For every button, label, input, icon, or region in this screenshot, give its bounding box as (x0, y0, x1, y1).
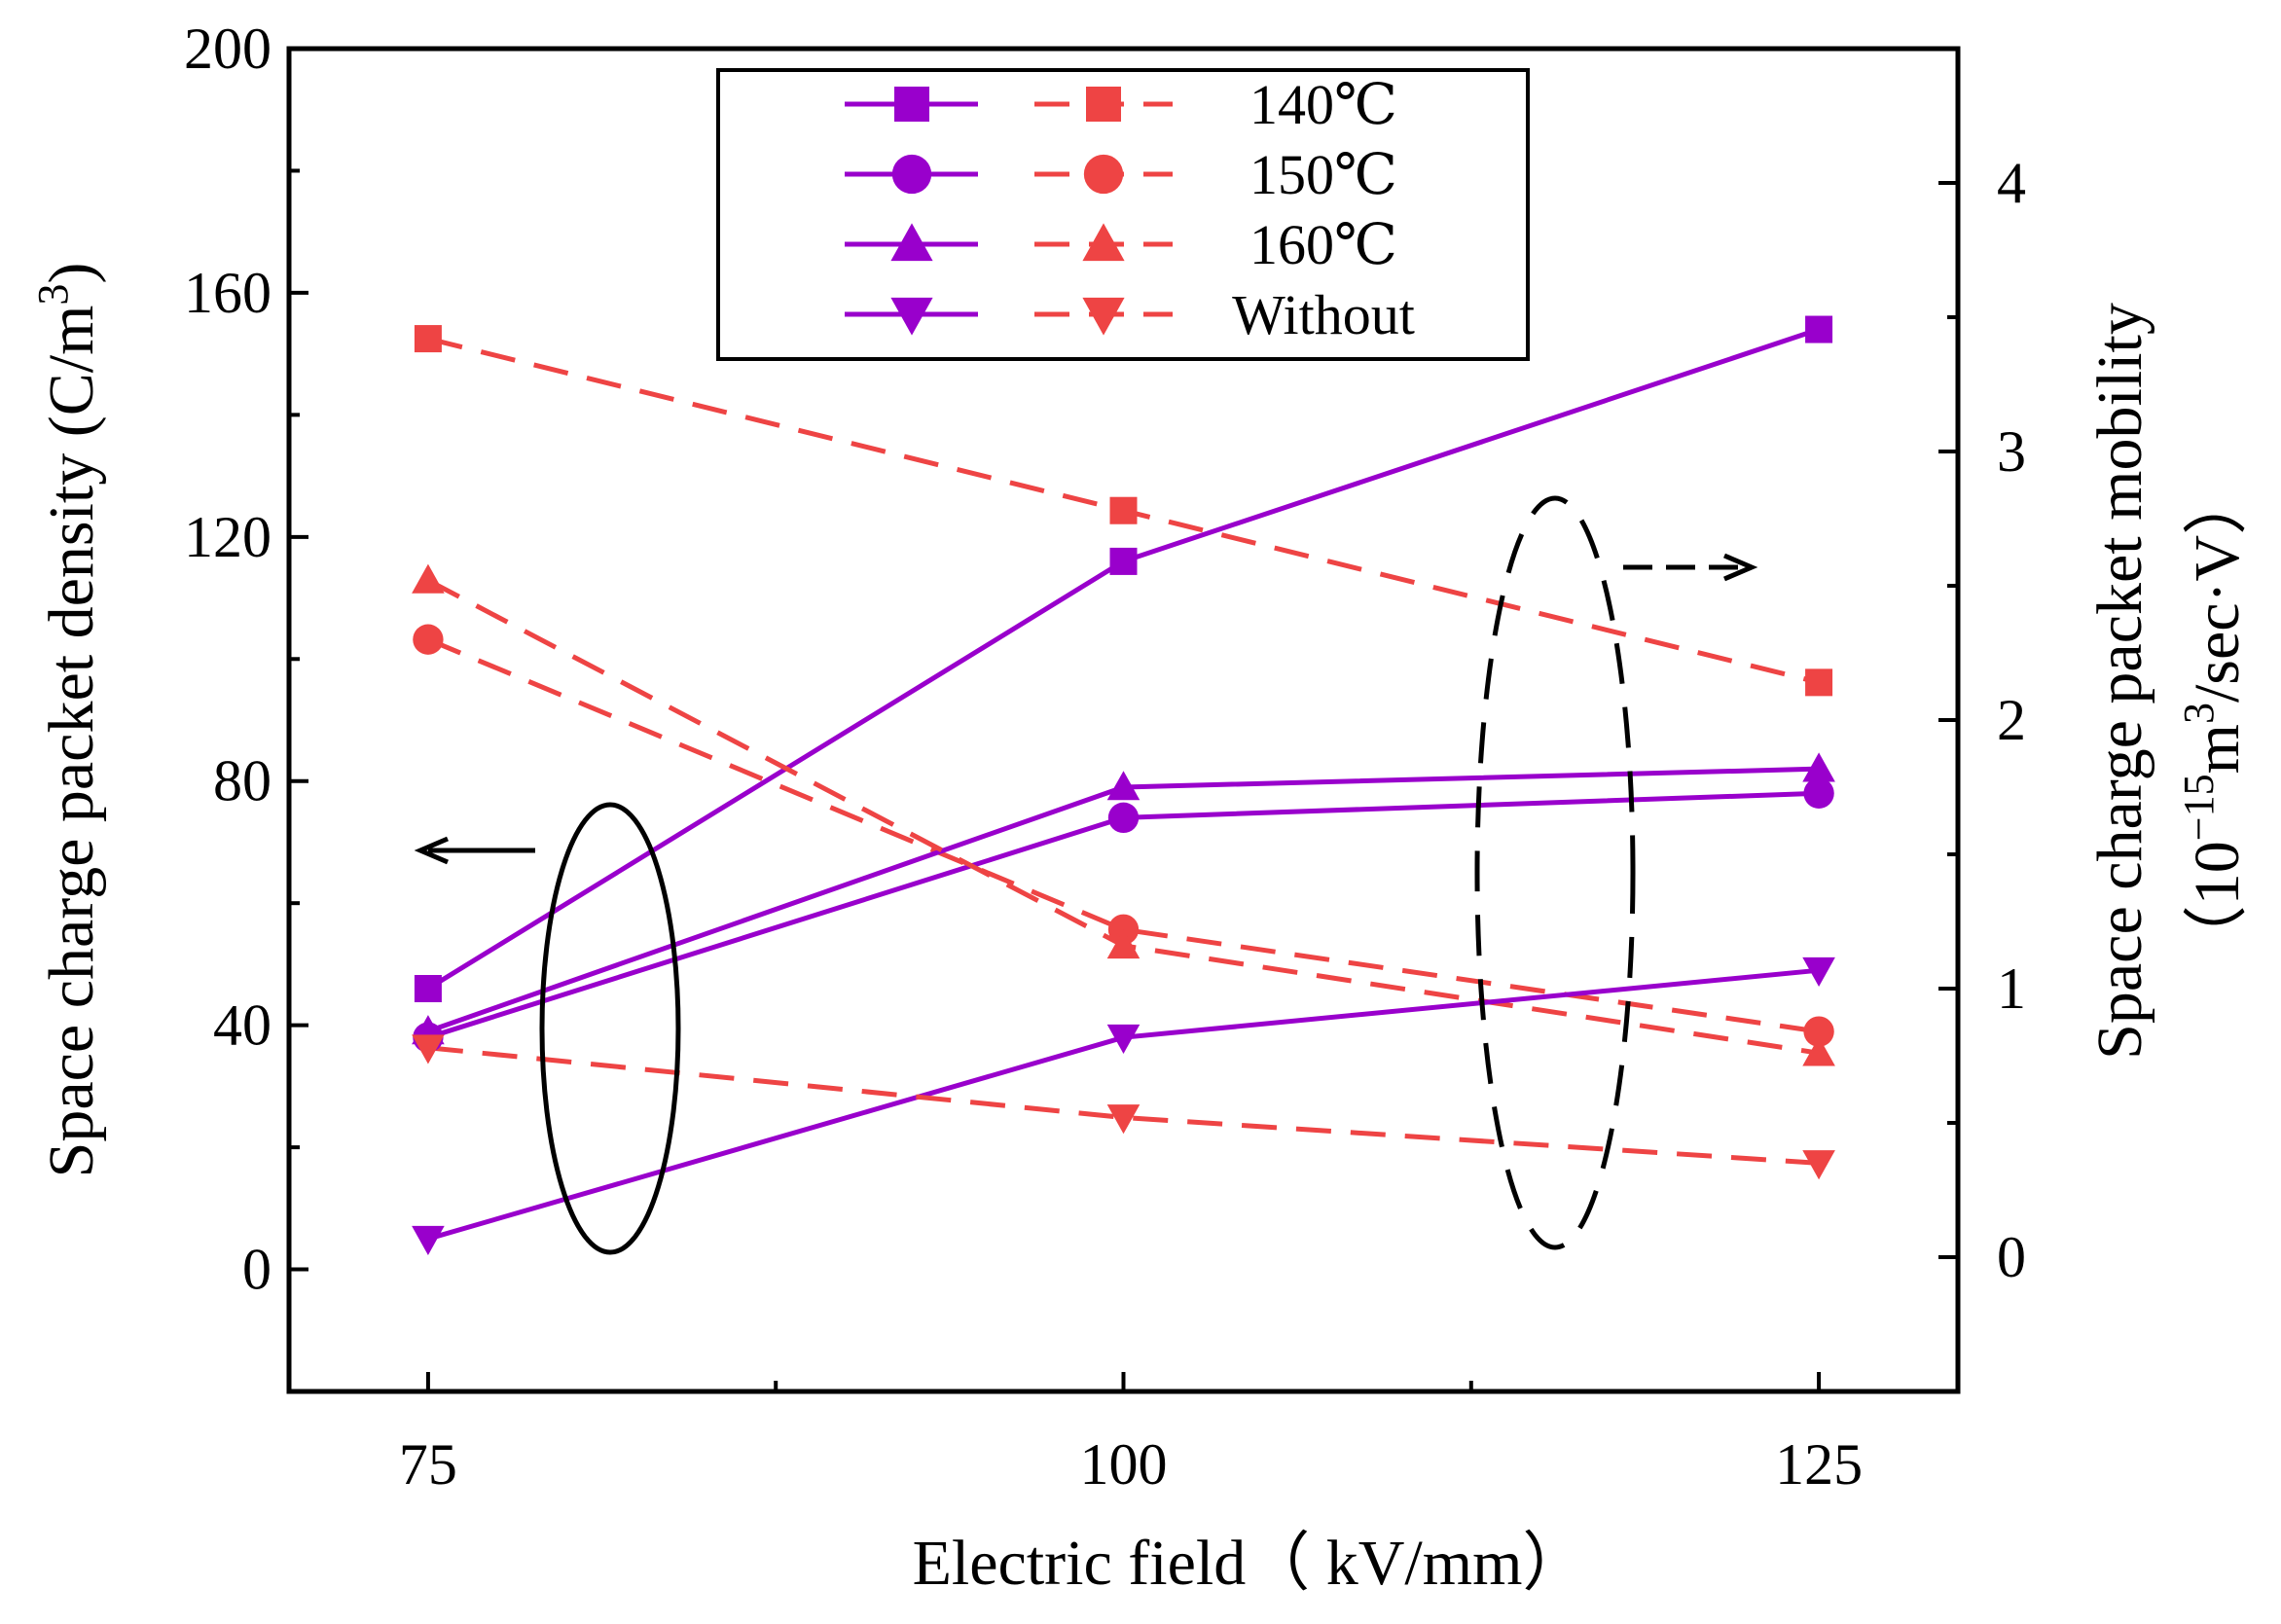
y-left-tick-label: 80 (213, 749, 272, 813)
density-point (1802, 752, 1835, 782)
legend-density-marker (891, 154, 932, 195)
legend-mobility-marker (1082, 297, 1125, 336)
series-markers (412, 315, 1835, 1255)
legend-density-marker (894, 87, 929, 122)
x-tick-label: 100 (1080, 1432, 1168, 1497)
density-point (1107, 802, 1140, 834)
density-point (412, 1225, 445, 1255)
mobility-annotation (1474, 495, 1758, 1250)
mobility-point (1802, 1036, 1835, 1066)
y-right-tick-label: 2 (1997, 688, 2026, 752)
mobility-point (1106, 929, 1140, 959)
y-axis-right-title-line2: （10−15m3/sec·V） (2175, 471, 2253, 969)
density-point (1106, 771, 1140, 801)
density-point (1805, 315, 1833, 343)
y-left-tick-label: 40 (213, 993, 272, 1058)
x-tick-label: 125 (1775, 1432, 1863, 1497)
legend-label: 140℃ (1249, 73, 1397, 136)
mobility-point (1109, 496, 1138, 524)
density-point (1803, 777, 1834, 809)
y-axis-left-title: Space charge packet density (C/m3) (29, 263, 107, 1178)
mobility-point (412, 1034, 445, 1065)
y-left-tick-label: 120 (184, 505, 272, 569)
density-point (1109, 547, 1138, 575)
density-ellipse (539, 802, 681, 1255)
mobility-point (414, 325, 442, 353)
mobility-point (1805, 668, 1833, 697)
legend-mobility-marker (1086, 87, 1121, 122)
mobility-point (412, 563, 445, 594)
legend-mobility-marker (1082, 223, 1125, 262)
tick-group: 75 100 125 0 40 80 120 160 200 0 1 2 3 4 (184, 17, 2026, 1497)
density-point (1106, 1024, 1140, 1054)
legend-items: 140℃ 150℃ 160℃ Without (845, 73, 1415, 346)
legend-label: 160℃ (1249, 213, 1397, 276)
x-tick-label: 75 (399, 1432, 457, 1497)
y-left-tick-label: 160 (184, 261, 272, 325)
density-point (1802, 956, 1835, 987)
y-left-tick-label: 0 (242, 1238, 272, 1302)
legend-box (716, 68, 1530, 361)
y-left-tick-label: 200 (184, 17, 272, 81)
density-annotation (414, 802, 681, 1255)
mobility-ellipse (1474, 495, 1636, 1250)
legend-label: 150℃ (1249, 143, 1397, 206)
legend-density-marker (890, 223, 933, 262)
mobility-point (413, 624, 444, 655)
right-arrow-head (1723, 553, 1758, 582)
mobility-point (1106, 1104, 1140, 1135)
legend: 140℃ 150℃ 160℃ Without (716, 68, 1530, 361)
x-axis-title: Electric field（ kV/mm） (913, 1528, 1587, 1599)
density-point (414, 975, 442, 1002)
mobility-point (1803, 1016, 1834, 1047)
legend-mobility-marker (1083, 154, 1124, 195)
y-right-tick-label: 4 (1997, 151, 2026, 215)
y-right-tick-label: 0 (1997, 1225, 2026, 1289)
y-right-tick-label: 1 (1997, 956, 2026, 1021)
y-axis-right-title-line1: Space charge packet mobility (2084, 303, 2155, 1060)
mobility-point (1802, 1150, 1835, 1180)
density-line (426, 327, 1820, 992)
mobility-line (426, 636, 1820, 1034)
left-arrow-head (414, 836, 449, 865)
legend-density-marker (890, 297, 933, 336)
y-right-tick-label: 3 (1997, 419, 2026, 484)
mobility-line (427, 1045, 1820, 1166)
legend-label: Without (1232, 283, 1415, 346)
